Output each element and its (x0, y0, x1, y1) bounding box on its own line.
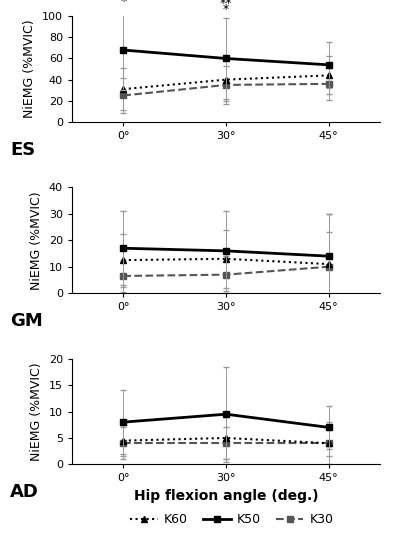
Text: GM: GM (10, 312, 43, 330)
Y-axis label: NiEMG (%MVIC): NiEMG (%MVIC) (30, 191, 43, 289)
Legend: K60, K50, K30: K60, K50, K30 (125, 508, 339, 531)
Text: ES: ES (10, 141, 36, 159)
Y-axis label: NiEMG (%MVIC): NiEMG (%MVIC) (24, 20, 36, 118)
X-axis label: Hip flexion angle (deg.): Hip flexion angle (deg.) (134, 489, 318, 503)
Text: AD: AD (10, 483, 39, 502)
Y-axis label: NiEMG (%MVIC): NiEMG (%MVIC) (30, 362, 43, 461)
Text: **: ** (117, 0, 130, 2)
Text: *: * (120, 0, 126, 8)
Text: *: * (223, 3, 229, 16)
Text: **: ** (220, 0, 232, 10)
